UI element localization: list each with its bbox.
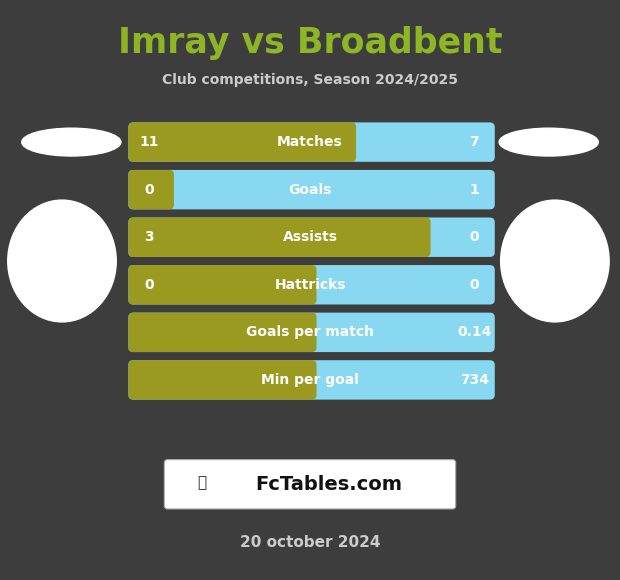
FancyBboxPatch shape (128, 313, 316, 352)
Text: 20 october 2024: 20 october 2024 (240, 535, 380, 550)
Text: FcTables.com: FcTables.com (255, 475, 402, 494)
FancyBboxPatch shape (128, 360, 495, 400)
Text: 📊: 📊 (197, 476, 206, 491)
Text: 0.14: 0.14 (457, 325, 492, 339)
FancyBboxPatch shape (128, 170, 174, 209)
Ellipse shape (22, 128, 121, 156)
Text: Club competitions, Season 2024/2025: Club competitions, Season 2024/2025 (162, 73, 458, 87)
Ellipse shape (501, 200, 609, 322)
Text: 734: 734 (460, 373, 489, 387)
FancyBboxPatch shape (128, 265, 495, 304)
Text: 0: 0 (469, 278, 479, 292)
Text: Hattricks: Hattricks (274, 278, 346, 292)
FancyBboxPatch shape (128, 313, 495, 352)
FancyBboxPatch shape (128, 265, 316, 304)
Ellipse shape (7, 200, 117, 322)
Text: 0: 0 (469, 230, 479, 244)
Text: 7: 7 (469, 135, 479, 149)
Text: Min per goal: Min per goal (261, 373, 359, 387)
Text: Imray vs Broadbent: Imray vs Broadbent (118, 27, 502, 60)
FancyBboxPatch shape (128, 170, 495, 209)
FancyBboxPatch shape (128, 122, 356, 162)
Text: Goals: Goals (288, 183, 332, 197)
Ellipse shape (499, 128, 598, 156)
Text: 11: 11 (139, 135, 159, 149)
Text: Assists: Assists (283, 230, 337, 244)
Text: Matches: Matches (277, 135, 343, 149)
Text: 3: 3 (144, 230, 154, 244)
FancyBboxPatch shape (128, 122, 495, 162)
FancyBboxPatch shape (128, 218, 495, 257)
Text: 0: 0 (144, 183, 154, 197)
FancyBboxPatch shape (164, 459, 456, 509)
FancyBboxPatch shape (128, 218, 430, 257)
Text: 0: 0 (144, 278, 154, 292)
Text: Goals per match: Goals per match (246, 325, 374, 339)
Text: 1: 1 (469, 183, 479, 197)
FancyBboxPatch shape (128, 360, 316, 400)
